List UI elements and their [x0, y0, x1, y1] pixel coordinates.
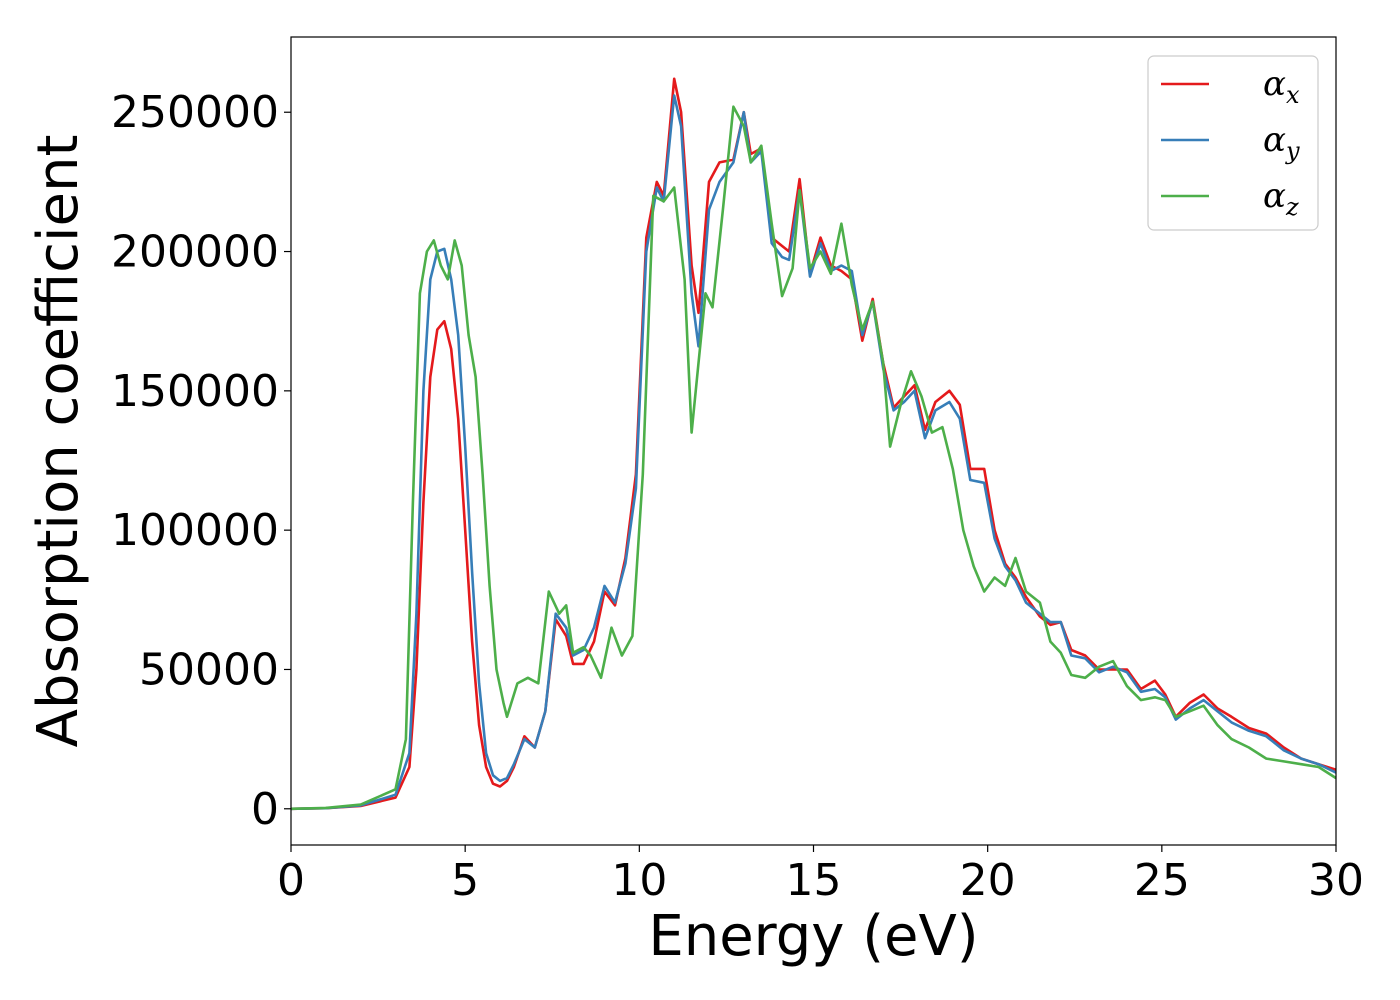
- y-tick-label: 50000: [139, 644, 279, 695]
- x-tick-label: 30: [1308, 855, 1364, 906]
- legend: αx αy αz: [1147, 55, 1319, 231]
- y-tick-label: 150000: [111, 366, 279, 417]
- series-lines: [291, 77, 1336, 811]
- y-tick-label: 200000: [111, 227, 279, 278]
- y-tick-label: 0: [251, 784, 279, 835]
- x-tick-label: 25: [1134, 855, 1190, 906]
- legend-label-x: αx: [1263, 64, 1300, 109]
- x-tick-label: 0: [277, 855, 305, 906]
- x-axis-label: Energy (eV): [648, 904, 978, 969]
- y-tick-label: 250000: [111, 87, 279, 138]
- y-axis-ticks: 0 50000 100000 150000 200000 250000: [111, 87, 291, 835]
- legend-label-y: αy: [1263, 120, 1300, 165]
- x-tick-label: 10: [611, 855, 667, 906]
- y-axis-label: Absorption coefficient: [26, 135, 91, 748]
- x-tick-label: 20: [960, 855, 1016, 906]
- legend-box: [1147, 55, 1319, 231]
- y-tick-label: 100000: [111, 505, 279, 556]
- x-tick-label: 15: [786, 855, 842, 906]
- x-tick-label: 5: [451, 855, 479, 906]
- series-line-z: [291, 105, 1336, 811]
- series-line-x: [291, 77, 1336, 811]
- legend-label-z: αz: [1263, 176, 1299, 221]
- x-axis-ticks: 0 5 10 15 20 25 30: [277, 845, 1364, 906]
- series-line-y: [291, 94, 1336, 811]
